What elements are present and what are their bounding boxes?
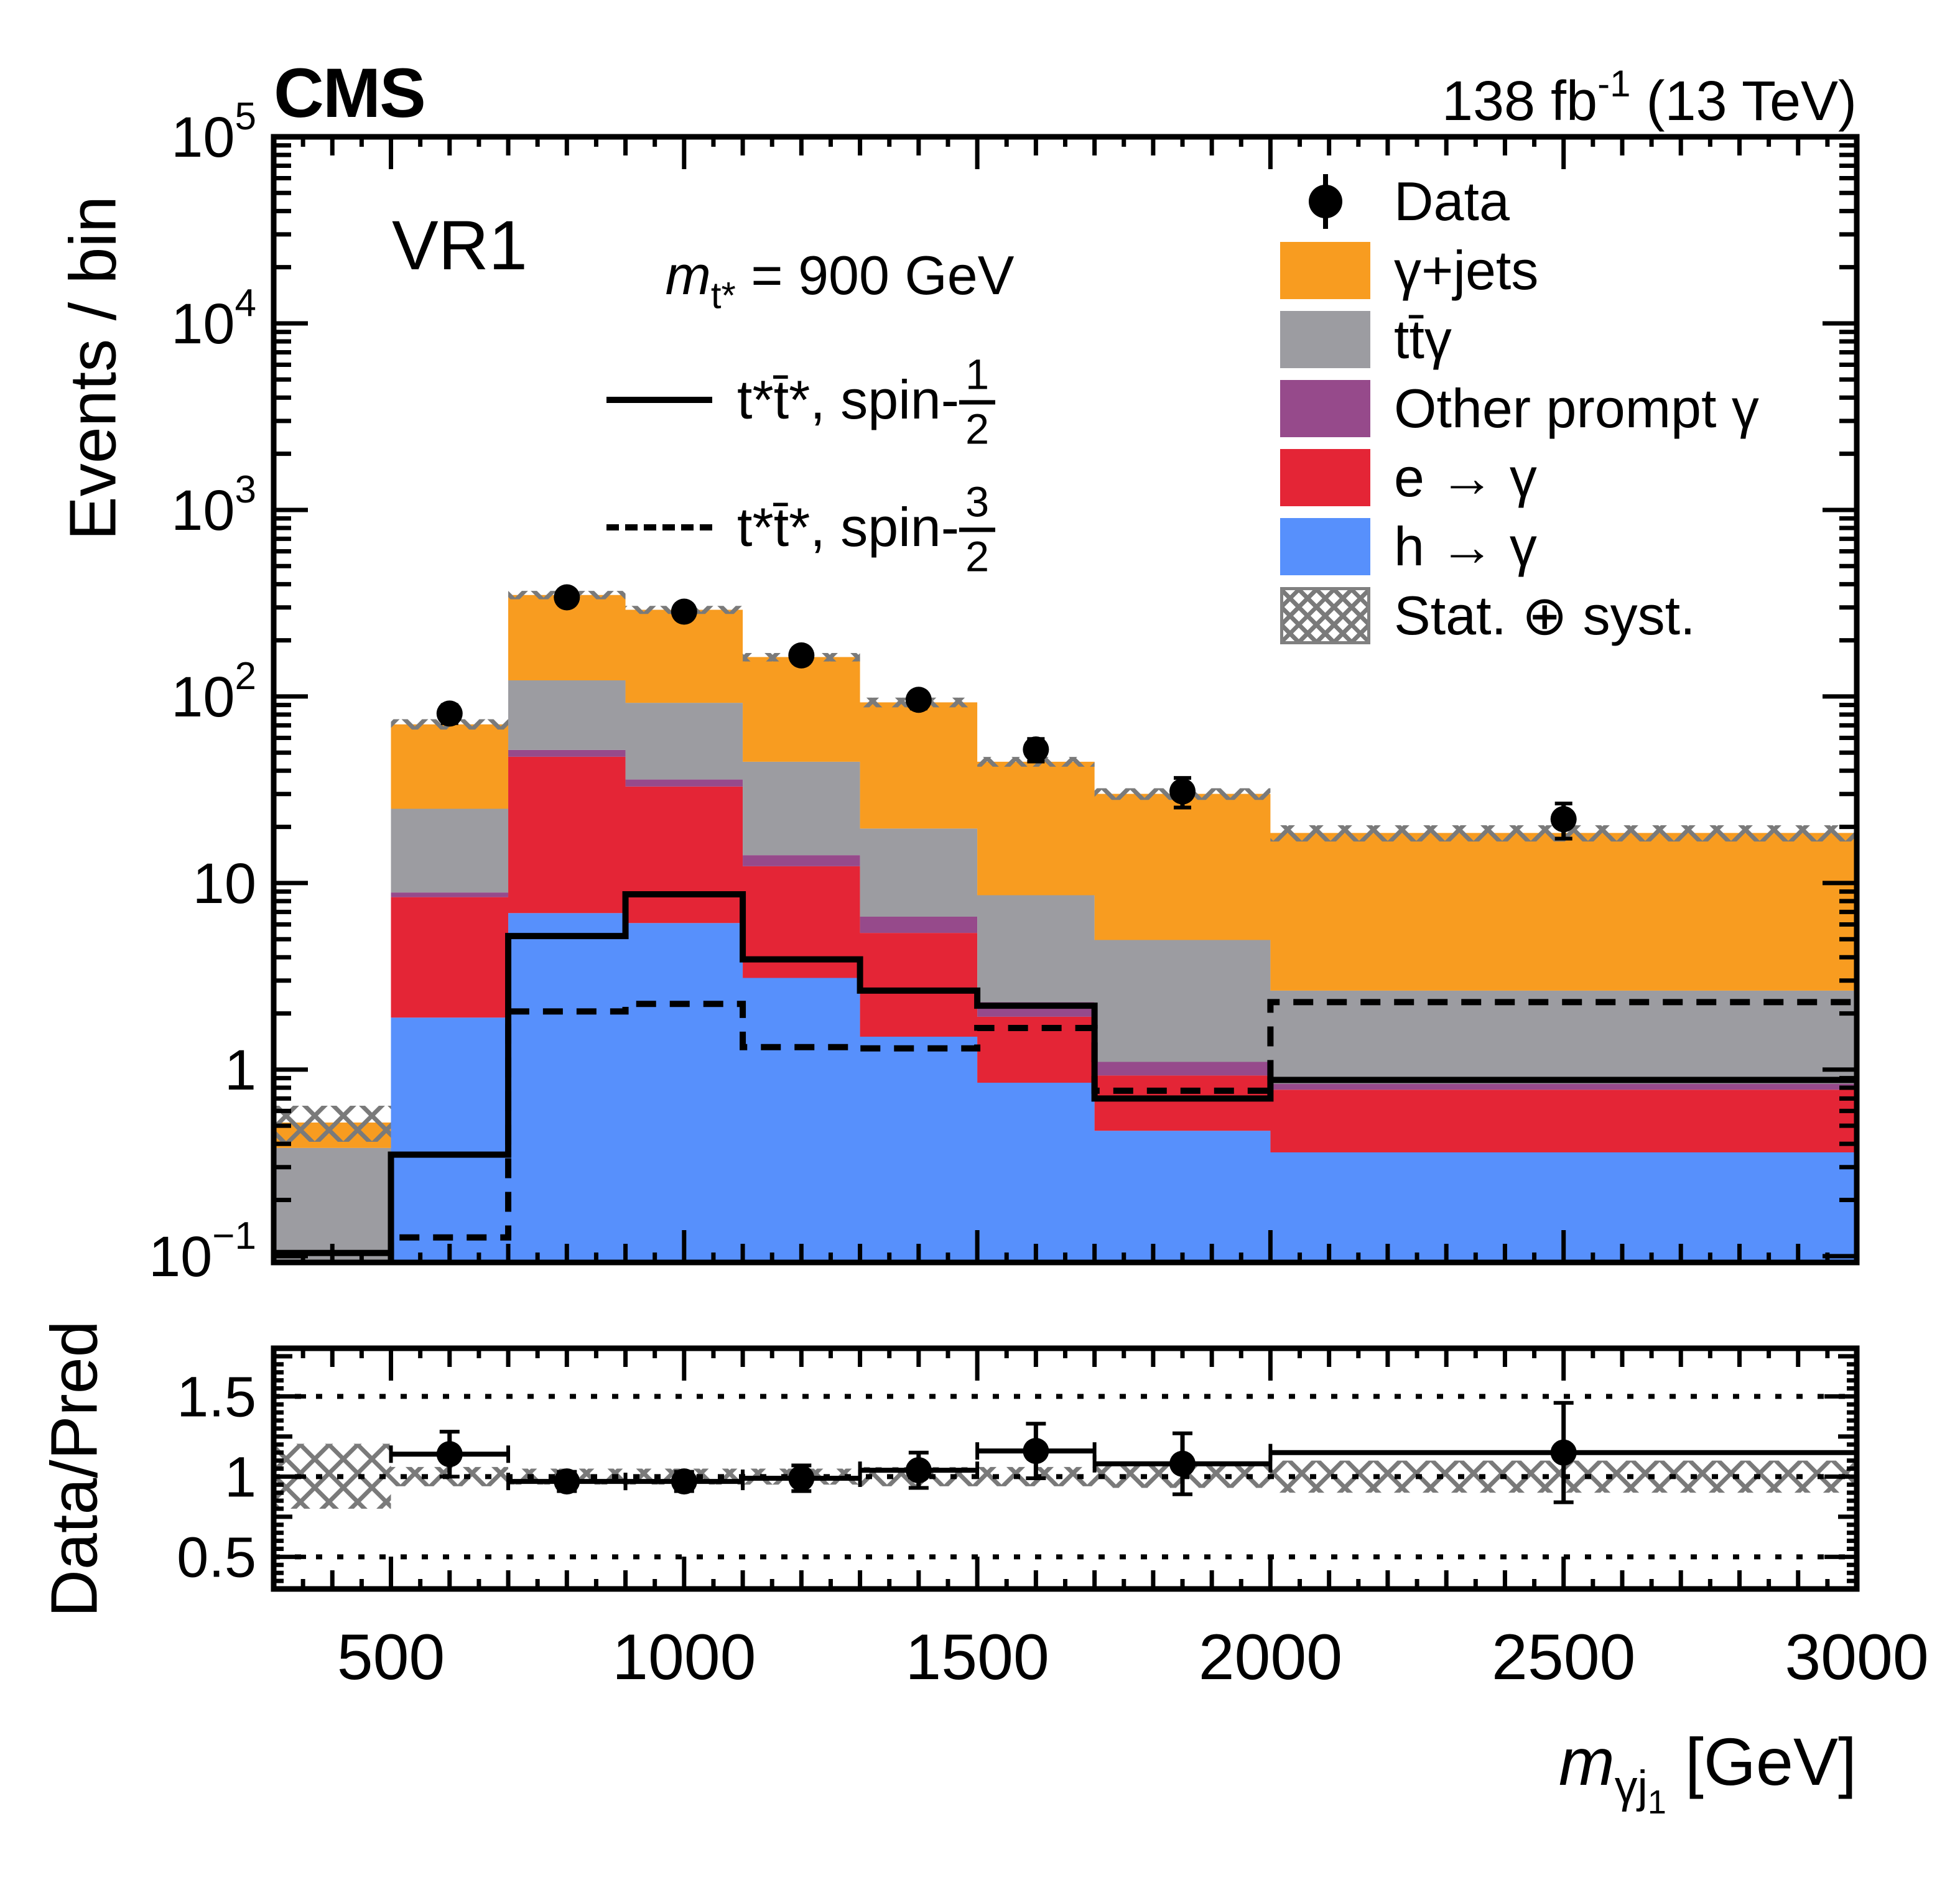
ratio-uncertainty-band	[274, 1443, 1857, 1509]
signal-legend-label: t*t̄*, spin- 1 2	[737, 350, 996, 451]
data-points	[436, 584, 1577, 841]
lumi-text: 138 fb	[1441, 70, 1598, 132]
color-swatch-icon	[1280, 379, 1370, 437]
x-title-units: [GeV]	[1666, 1724, 1857, 1799]
legend-item-tt-: tt̄γ	[1280, 305, 1759, 374]
x-tick-label: 1000	[612, 1621, 756, 1693]
color-swatch-icon	[1280, 448, 1370, 506]
legend-item-stat-syst-: Stat. ⊕ syst.	[1280, 581, 1759, 650]
legend-label: tt̄γ	[1394, 308, 1452, 370]
color-swatch-icon	[1280, 517, 1370, 575]
signal-label-text: t*t̄*, spin-	[737, 369, 960, 430]
ratio-data-point	[788, 1465, 815, 1491]
signal-line-dashed	[388, 999, 1857, 1262]
cms-label: CMS	[274, 54, 426, 132]
ratio-axis-title: Data/Pred	[37, 1320, 111, 1618]
data-point	[1023, 736, 1049, 763]
ratio-data-point	[1023, 1438, 1049, 1465]
data-marker-icon	[1280, 173, 1370, 230]
y-tick-label: 1	[225, 1039, 256, 1102]
legend-item-data: Data	[1280, 167, 1759, 236]
legend-label: h → γ	[1394, 515, 1537, 577]
legend-item-e-: e → γ	[1280, 443, 1759, 512]
color-swatch-icon	[1280, 241, 1370, 299]
legend-label: e → γ	[1394, 446, 1537, 508]
stack-layer-2	[274, 756, 1857, 1262]
fraction-numerator: 3	[965, 478, 990, 526]
x-tick-label: 1500	[905, 1621, 1049, 1693]
ratio-panel	[274, 1394, 1857, 1560]
legend-label: Data	[1394, 170, 1510, 232]
region-label: VR1	[392, 206, 527, 284]
signal-legend-label: t*t̄*, spin- 3 2	[737, 478, 996, 578]
legend-label: Stat. ⊕ syst.	[1394, 585, 1696, 646]
legend-item-h-: h → γ	[1280, 512, 1759, 581]
signal-line-solid	[274, 891, 1857, 1256]
stack-layer-1	[274, 913, 1857, 1262]
data-point	[1169, 778, 1196, 805]
stack-layer-5	[274, 595, 1857, 1148]
main-panel	[274, 591, 1857, 1262]
legend-item--jets: γ+jets	[1280, 236, 1759, 305]
fraction-denominator: 2	[959, 527, 996, 578]
data-point	[905, 687, 932, 713]
data-point	[671, 598, 697, 625]
ratio-tick-label: 0.5	[177, 1526, 256, 1589]
mass-subscript: t*	[710, 274, 736, 317]
y-tick-label: 103	[171, 468, 256, 542]
y-tick-label: 105	[171, 95, 256, 169]
stack-layer-4	[274, 680, 1857, 1262]
signal-legend-item-dashed: t*t̄*, spin- 3 2	[606, 481, 996, 578]
signal-label-text: t*t̄*, spin-	[737, 496, 960, 558]
data-point	[1550, 806, 1577, 833]
x-title-subscript: γj	[1614, 1761, 1648, 1812]
x-tick-label: 2500	[1492, 1621, 1635, 1693]
legend-label: γ+jets	[1394, 239, 1539, 301]
ratio-data-point	[905, 1457, 932, 1484]
signal-legend-item-solid: t*t̄*, spin- 1 2	[606, 353, 996, 450]
axes	[271, 134, 1860, 1592]
data-point	[788, 642, 815, 669]
signal-mass-label: mt* = 900 GeV	[622, 244, 1057, 317]
lumi-energy: (13 TeV)	[1630, 70, 1857, 132]
x-tick-label: 500	[337, 1621, 445, 1693]
y-tick-label: 104	[171, 282, 256, 356]
ratio-tick-label: 1.5	[177, 1365, 256, 1429]
hatch-swatch-icon	[1280, 586, 1370, 644]
dashed-line-icon	[606, 524, 712, 530]
x-tick-label: 2000	[1199, 1621, 1342, 1693]
color-swatch-icon	[1280, 310, 1370, 368]
mass-value: = 900 GeV	[735, 244, 1015, 306]
y-tick-label: 10	[193, 852, 256, 915]
x-title-symbol: m	[1558, 1724, 1615, 1799]
ratio-data-point	[1169, 1450, 1196, 1477]
y-axis-title: Events / bin	[56, 196, 130, 540]
ratio-data-point	[436, 1441, 463, 1468]
lumi-exponent: -1	[1597, 63, 1631, 104]
luminosity-label: 138 fb-1 (13 TeV)	[1442, 62, 1857, 134]
ratio-data-point	[671, 1468, 697, 1495]
x-tick-label: 3000	[1785, 1621, 1928, 1693]
ratio-data-point	[554, 1468, 580, 1495]
legend-label: Other prompt γ	[1394, 377, 1759, 439]
legend-item-other-prompt-: Other prompt γ	[1280, 374, 1759, 443]
x-axis-title: mγj1 [GeV]	[1559, 1723, 1857, 1822]
data-point	[436, 700, 463, 727]
y-tick-label: 102	[171, 655, 256, 729]
mass-symbol: m	[665, 244, 711, 306]
ratio-tick-label: 1	[225, 1445, 256, 1509]
fraction-numerator: 1	[965, 350, 990, 399]
fraction-denominator: 2	[959, 399, 996, 451]
ratio-data-point	[1550, 1439, 1577, 1466]
x-title-subsubscript: 1	[1647, 1783, 1666, 1821]
solid-line-icon	[606, 397, 712, 403]
data-point	[554, 584, 580, 611]
legend: Data γ+jets tt̄γ Other prompt γ e → γ h → γ St…	[1280, 167, 1759, 650]
y-tick-label: 10−1	[149, 1215, 256, 1289]
